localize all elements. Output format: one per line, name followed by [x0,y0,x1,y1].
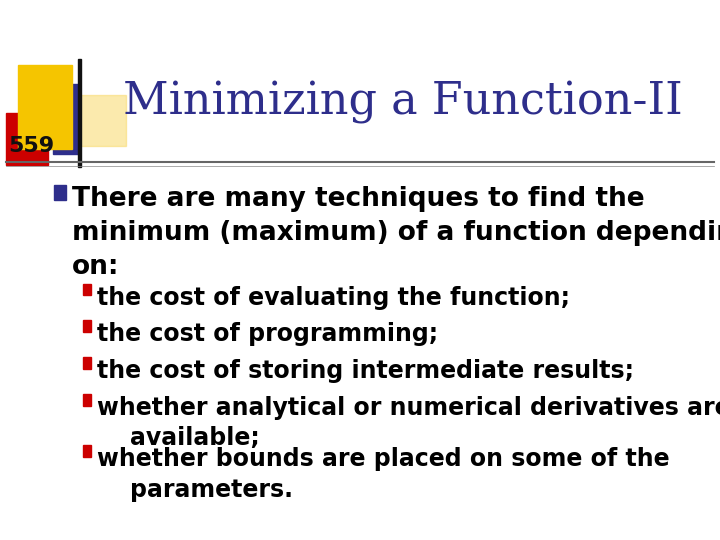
Text: whether bounds are placed on some of the
    parameters.: whether bounds are placed on some of the… [97,447,670,502]
Bar [54,185,66,200]
Text: the cost of storing intermediate results;: the cost of storing intermediate results… [97,359,634,383]
Text: the cost of evaluating the function;: the cost of evaluating the function; [97,286,570,309]
Text: There are many techniques to find the
minimum (maximum) of a function depending
: There are many techniques to find the mi… [72,186,720,280]
Text: 559: 559 [9,136,55,156]
Text: Minimizing a Function-II: Minimizing a Function-II [123,81,683,124]
Bar [83,320,91,332]
Bar [79,94,126,146]
Text: the cost of programming;: the cost of programming; [97,322,438,346]
Bar [83,445,91,457]
Bar [53,84,80,154]
Bar [18,65,72,148]
Bar [83,284,91,295]
Bar [78,59,81,167]
Bar [83,394,91,406]
Text: whether analytical or numerical derivatives are
    available;: whether analytical or numerical derivati… [97,396,720,450]
Bar [6,113,48,165]
Bar [83,357,91,369]
